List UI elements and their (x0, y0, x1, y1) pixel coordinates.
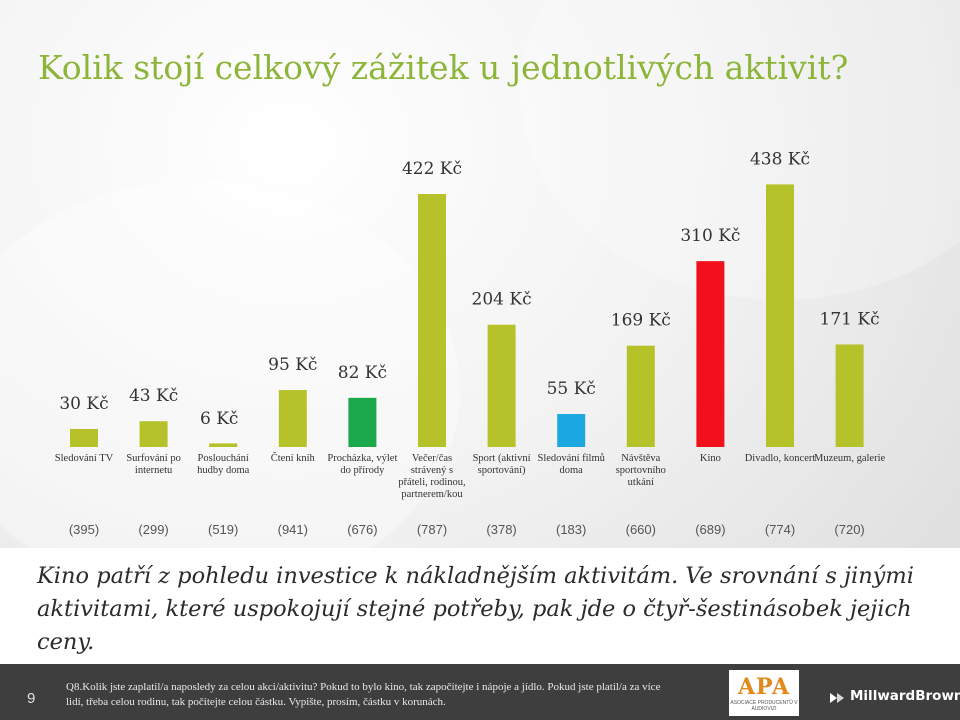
category-label: Návštěva sportovního utkání (615, 453, 666, 488)
bar (766, 184, 794, 447)
sample-count-label: (183) (556, 522, 587, 537)
millwardbrown-mark-icon (830, 693, 844, 703)
bar (696, 261, 725, 447)
bar (139, 421, 168, 447)
sample-count-label: (378) (486, 522, 517, 537)
bar (278, 390, 307, 447)
category-label: Divadlo, koncert (744, 453, 816, 464)
category-label: Sport (aktivní sportování) (472, 453, 531, 476)
sample-count-label: (299) (138, 522, 169, 537)
question-footnote: Q8.Kolik jste zaplatil/a naposledy za ce… (66, 681, 661, 708)
millwardbrown-wordmark: MillwardBrown (850, 688, 960, 704)
bar (348, 397, 377, 447)
sample-count-label: (720) (834, 522, 865, 537)
bar (70, 429, 98, 447)
slide-title: Kolik stojí celkový zážitek u jednotlivý… (38, 48, 849, 87)
category-label: Sledování filmů doma (537, 453, 605, 476)
bar (487, 324, 516, 447)
sample-count-label: (519) (208, 522, 239, 537)
bar-value-label: 55 Kč (547, 379, 596, 399)
bar-value-label: 169 Kč (611, 311, 671, 331)
category-label: Večer/čas strávený s přáteli, rodinou, part… (398, 453, 466, 500)
bar-value-label: 82 Kč (338, 363, 387, 383)
bar-value-label: 422 Kč (402, 159, 462, 179)
background-shape (0, 180, 460, 600)
bar (557, 414, 586, 447)
page-number: 9 (27, 690, 36, 707)
bar (835, 344, 864, 447)
apa-logo-text: APA (737, 674, 791, 700)
category-label: Procházka, výlet do přírody (327, 453, 398, 476)
bar-value-label: 30 Kč (59, 394, 108, 414)
apa-logo: APA ASOCIACE PRODUCENTŮ V AUDIOVIZI (729, 670, 799, 716)
sample-count-label: (676) (347, 522, 378, 537)
apa-logo-subtext: ASOCIACE PRODUCENTŮ V AUDIOVIZI (730, 700, 798, 712)
bar-value-label: 438 Kč (750, 149, 810, 169)
bar-chart: 30 Kč 43 Kč 6 Kč 95 Kč 82 Kč 422 Kč 204 Kč 55 K… (59, 149, 880, 447)
sample-count-label: (395) (68, 522, 100, 537)
sample-count-label: (660) (625, 522, 656, 537)
bar (626, 345, 655, 447)
category-label: Surfování po internetu (126, 453, 181, 476)
bar-value-label: 43 Kč (129, 386, 178, 406)
category-label: Kino (699, 453, 721, 464)
conclusion-panel (0, 548, 960, 664)
bar (418, 194, 446, 447)
bar-value-label: 95 Kč (268, 355, 317, 375)
category-label: Muzeum, galerie (814, 453, 886, 464)
bar-value-label: 310 Kč (680, 226, 740, 246)
conclusion-text: Kino patří z pohledu investice k nákladn… (37, 563, 914, 655)
sample-count-label: (941) (277, 522, 308, 537)
category-label: Sledování TV (54, 453, 114, 464)
bar-value-label: 6 Kč (200, 409, 238, 429)
bar-value-label: 171 Kč (820, 309, 880, 329)
sample-count-label: (787) (416, 522, 448, 537)
bar-value-label: 204 Kč (472, 290, 532, 310)
bar (209, 443, 238, 447)
category-label: Čtení knih (270, 453, 315, 464)
category-label: Poslouchání hudby doma (197, 453, 250, 476)
footer-bar (0, 664, 960, 720)
sample-count-label: (774) (764, 522, 796, 537)
sample-count-label: (689) (695, 522, 726, 537)
